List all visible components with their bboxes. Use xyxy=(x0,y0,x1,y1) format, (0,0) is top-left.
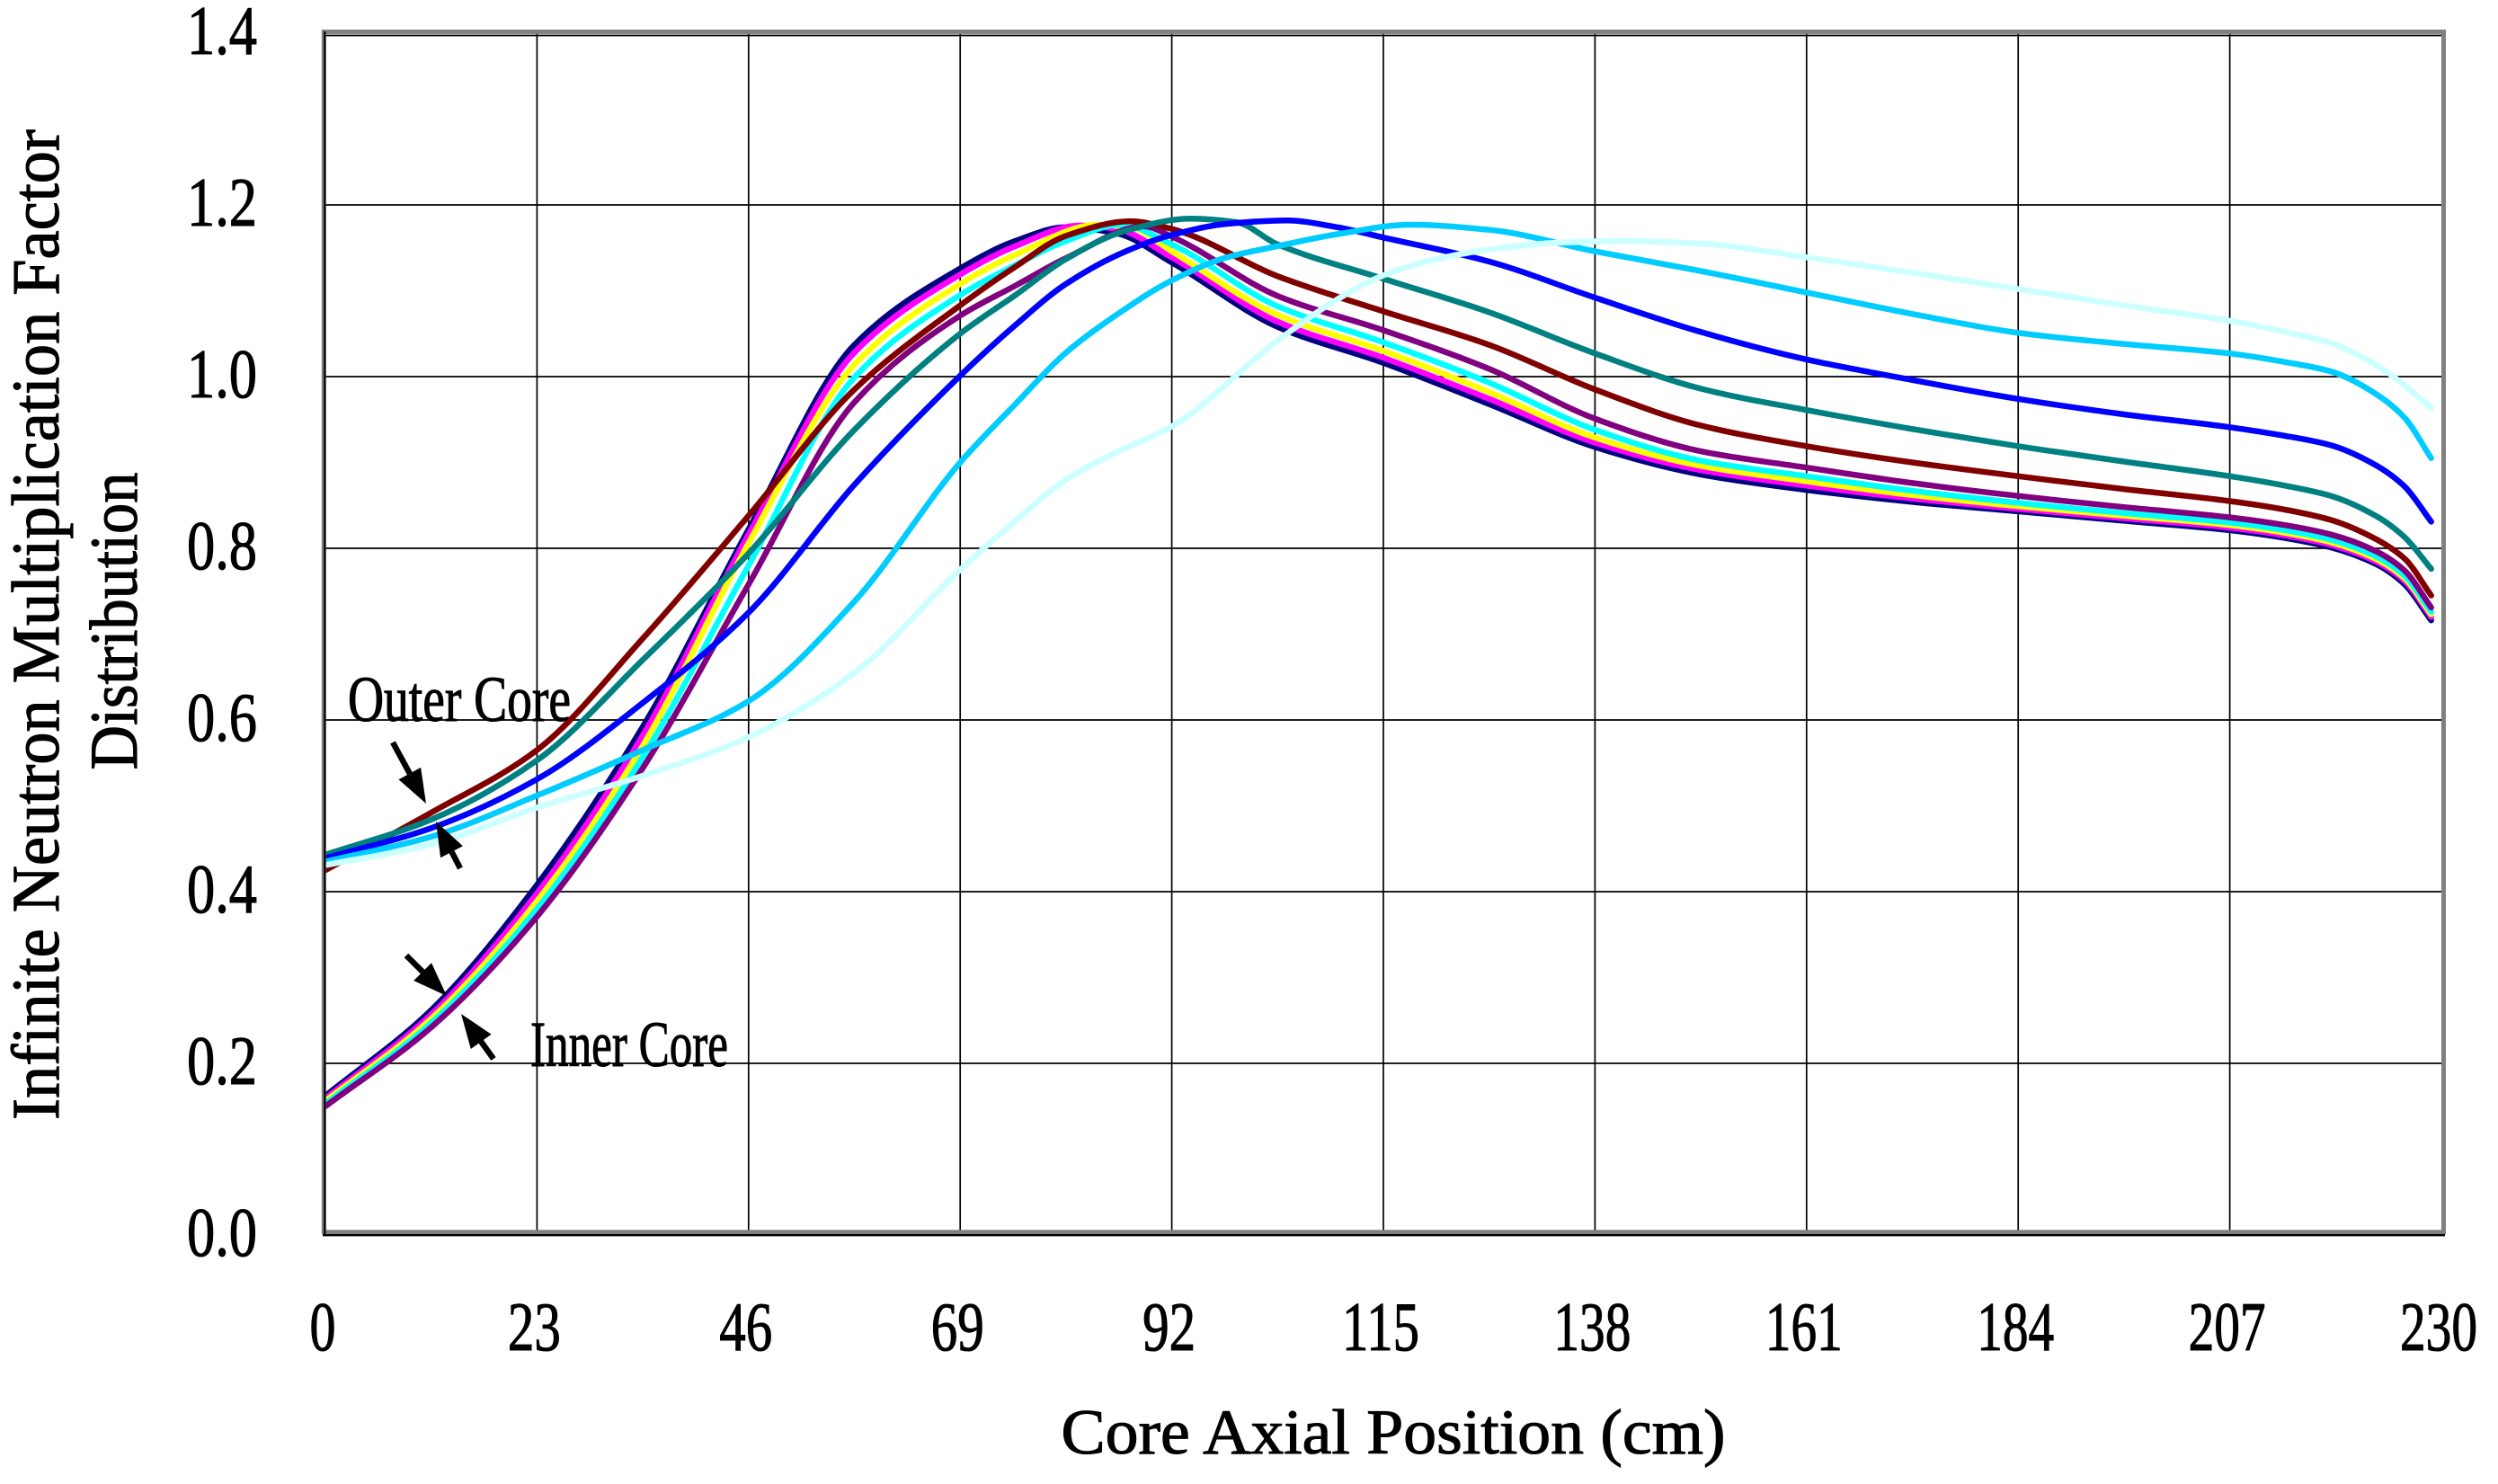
svg-text:1.0: 1.0 xyxy=(187,335,257,413)
svg-text:184: 184 xyxy=(1977,1288,2054,1365)
svg-text:1.2: 1.2 xyxy=(187,164,257,241)
svg-text:0.0: 0.0 xyxy=(187,1194,257,1271)
svg-text:161: 161 xyxy=(1765,1288,1843,1365)
svg-text:0.8: 0.8 xyxy=(187,507,257,584)
svg-text:0.2: 0.2 xyxy=(187,1022,257,1099)
svg-text:230: 230 xyxy=(2400,1288,2477,1365)
svg-text:115: 115 xyxy=(1342,1288,1419,1365)
svg-text:Infinite Neutron Multiplicatio: Infinite Neutron Multiplication Factor xyxy=(0,129,74,1120)
svg-text:46: 46 xyxy=(719,1288,772,1365)
svg-text:1.4: 1.4 xyxy=(187,0,257,69)
svg-text:138: 138 xyxy=(1553,1288,1631,1365)
svg-text:92: 92 xyxy=(1142,1288,1196,1365)
svg-text:0.4: 0.4 xyxy=(187,850,257,928)
svg-text:0.6: 0.6 xyxy=(187,679,257,756)
svg-text:69: 69 xyxy=(931,1288,984,1365)
svg-text:23: 23 xyxy=(508,1288,561,1365)
svg-text:Core Axial Position (cm): Core Axial Position (cm) xyxy=(1062,1398,1726,1468)
svg-text:207: 207 xyxy=(2189,1288,2266,1365)
svg-text:Distribution: Distribution xyxy=(77,473,152,770)
svg-text:Inner Core: Inner Core xyxy=(530,1009,728,1080)
svg-text:0: 0 xyxy=(310,1288,336,1365)
svg-text:Outer Core: Outer Core xyxy=(348,663,571,735)
